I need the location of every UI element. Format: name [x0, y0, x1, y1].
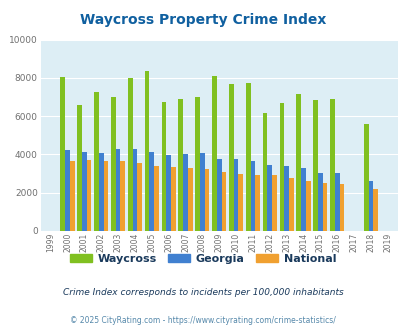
- Bar: [271, 176, 276, 231]
- Bar: [262, 113, 267, 231]
- Bar: [94, 92, 99, 231]
- Bar: [166, 155, 171, 231]
- Bar: [233, 159, 238, 231]
- Bar: [329, 99, 334, 231]
- Bar: [322, 183, 326, 231]
- Bar: [120, 161, 125, 231]
- Bar: [255, 175, 259, 231]
- Bar: [339, 184, 343, 231]
- Bar: [200, 153, 204, 231]
- Bar: [188, 168, 192, 231]
- Bar: [279, 103, 283, 231]
- Bar: [145, 71, 149, 231]
- Bar: [221, 172, 226, 231]
- Bar: [171, 167, 175, 231]
- Bar: [212, 76, 216, 231]
- Bar: [284, 166, 288, 231]
- Bar: [154, 166, 158, 231]
- Bar: [70, 161, 75, 231]
- Text: Waycross Property Crime Index: Waycross Property Crime Index: [80, 13, 325, 27]
- Bar: [132, 149, 137, 231]
- Bar: [216, 159, 221, 231]
- Bar: [128, 78, 132, 231]
- Bar: [137, 163, 142, 231]
- Text: Crime Index corresponds to incidents per 100,000 inhabitants: Crime Index corresponds to incidents per…: [62, 287, 343, 297]
- Bar: [267, 165, 271, 231]
- Bar: [204, 169, 209, 231]
- Text: © 2025 CityRating.com - https://www.cityrating.com/crime-statistics/: © 2025 CityRating.com - https://www.city…: [70, 315, 335, 325]
- Bar: [317, 173, 322, 231]
- Bar: [115, 149, 120, 231]
- Bar: [363, 124, 368, 231]
- Bar: [87, 160, 91, 231]
- Legend: Waycross, Georgia, National: Waycross, Georgia, National: [65, 250, 340, 269]
- Bar: [65, 150, 70, 231]
- Bar: [99, 152, 103, 231]
- Bar: [228, 83, 233, 231]
- Bar: [161, 102, 166, 231]
- Bar: [313, 100, 317, 231]
- Bar: [250, 161, 255, 231]
- Bar: [178, 99, 183, 231]
- Bar: [149, 151, 154, 231]
- Bar: [288, 178, 293, 231]
- Bar: [195, 97, 200, 231]
- Bar: [296, 94, 301, 231]
- Bar: [368, 181, 372, 231]
- Bar: [372, 189, 377, 231]
- Bar: [183, 154, 188, 231]
- Bar: [103, 161, 108, 231]
- Bar: [238, 174, 243, 231]
- Bar: [111, 97, 115, 231]
- Bar: [305, 181, 310, 231]
- Bar: [77, 105, 82, 231]
- Bar: [245, 83, 250, 231]
- Bar: [60, 77, 65, 231]
- Bar: [301, 168, 305, 231]
- Bar: [82, 151, 87, 231]
- Bar: [334, 173, 339, 231]
